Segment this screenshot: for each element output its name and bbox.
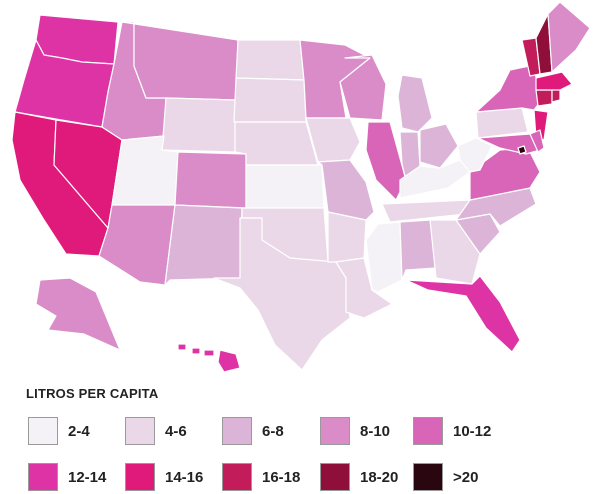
- state-ak: [35, 277, 121, 351]
- state-wi: [339, 54, 387, 121]
- state-dc: [517, 145, 527, 155]
- legend-swatch: [222, 417, 252, 445]
- legend-label: 6-8: [262, 423, 284, 440]
- legend-title: LITROS PER CAPITA: [26, 386, 159, 401]
- legend-swatch: [28, 417, 58, 445]
- state-al: [399, 219, 437, 281]
- state-ms: [365, 221, 403, 293]
- state-ne: [234, 121, 319, 166]
- legend-label: >20: [453, 469, 479, 486]
- legend-label: 16-18: [262, 469, 301, 486]
- legend-label: 4-6: [165, 423, 187, 440]
- state-nm: [164, 204, 243, 286]
- state-co: [174, 151, 247, 209]
- state-ga: [429, 219, 481, 285]
- us-choropleth-map: [11, 1, 591, 373]
- legend-label: 14-16: [165, 469, 204, 486]
- state-mn: [299, 39, 371, 119]
- state-ma: [535, 71, 573, 91]
- legend-swatch: [222, 463, 252, 491]
- state-hi-part-2: [191, 347, 201, 355]
- state-fl: [405, 275, 521, 353]
- legend-label: 18-20: [360, 469, 399, 486]
- state-oh: [419, 123, 459, 169]
- state-mo: [317, 159, 375, 221]
- state-la: [335, 257, 393, 319]
- legend-swatch: [413, 463, 443, 491]
- legend-label: 12-14: [68, 469, 107, 486]
- state-hi-part-1: [177, 343, 187, 351]
- state-ct: [535, 89, 553, 107]
- state-wy: [161, 97, 237, 153]
- legend-swatch: [320, 463, 350, 491]
- state-ar: [327, 211, 367, 263]
- state-hi-part-3: [203, 349, 215, 357]
- state-il: [365, 121, 407, 201]
- state-me: [547, 1, 591, 73]
- legend-label: 2-4: [68, 423, 90, 440]
- state-wv: [457, 137, 493, 173]
- legend-label: 10-12: [453, 423, 492, 440]
- state-va: [469, 147, 541, 201]
- state-pa: [475, 107, 529, 139]
- state-hi: [217, 349, 241, 373]
- state-ia: [305, 117, 361, 163]
- state-az: [98, 204, 176, 286]
- legend-swatch: [28, 463, 58, 491]
- legend-swatch: [125, 417, 155, 445]
- state-mi: [397, 74, 433, 133]
- legend-swatch: [413, 417, 443, 445]
- legend-swatch: [125, 463, 155, 491]
- state-sd: [233, 77, 307, 123]
- legend-label: 8-10: [360, 423, 391, 440]
- legend-swatch: [320, 417, 350, 445]
- state-tx: [213, 217, 351, 371]
- state-nd: [235, 39, 305, 81]
- state-de: [529, 129, 545, 153]
- state-ks: [245, 164, 325, 209]
